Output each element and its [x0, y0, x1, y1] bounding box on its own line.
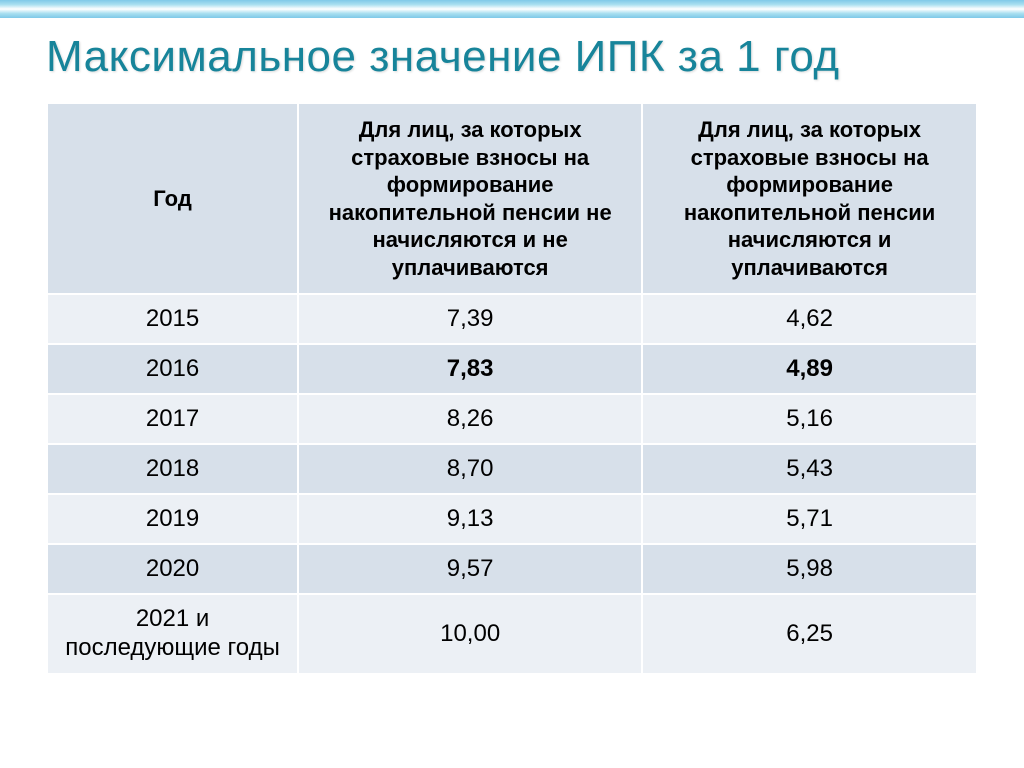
cell-no-contrib: 8,70	[298, 444, 642, 494]
table-row: 20157,394,62	[47, 294, 977, 344]
cell-no-contrib: 9,57	[298, 544, 642, 594]
table-row: 2021 и последующие годы10,006,25	[47, 594, 977, 674]
table-header-row: Год Для лиц, за которых страховые взносы…	[47, 103, 977, 294]
table-row: 20199,135,71	[47, 494, 977, 544]
cell-year: 2016	[47, 344, 298, 394]
cell-no-contrib: 8,26	[298, 394, 642, 444]
cell-with-contrib: 5,71	[642, 494, 977, 544]
cell-year: 2017	[47, 394, 298, 444]
cell-no-contrib: 7,39	[298, 294, 642, 344]
cell-with-contrib: 4,89	[642, 344, 977, 394]
cell-with-contrib: 5,98	[642, 544, 977, 594]
table-row: 20167,834,89	[47, 344, 977, 394]
ipk-table-container: Год Для лиц, за которых страховые взносы…	[46, 102, 978, 675]
cell-with-contrib: 6,25	[642, 594, 977, 674]
table-row: 20188,705,43	[47, 444, 977, 494]
cell-no-contrib: 10,00	[298, 594, 642, 674]
cell-year: 2015	[47, 294, 298, 344]
table-row: 20178,265,16	[47, 394, 977, 444]
cell-with-contrib: 5,16	[642, 394, 977, 444]
cell-year: 2021 и последующие годы	[47, 594, 298, 674]
table-row: 20209,575,98	[47, 544, 977, 594]
col-header-year: Год	[47, 103, 298, 294]
cell-year: 2019	[47, 494, 298, 544]
ipk-table: Год Для лиц, за которых страховые взносы…	[46, 102, 978, 675]
page-title: Максимальное значение ИПК за 1 год	[46, 32, 840, 82]
cell-year: 2020	[47, 544, 298, 594]
cell-with-contrib: 5,43	[642, 444, 977, 494]
decorative-top-border	[0, 0, 1024, 18]
col-header-no-contrib: Для лиц, за которых страховые взносы на …	[298, 103, 642, 294]
cell-with-contrib: 4,62	[642, 294, 977, 344]
cell-no-contrib: 7,83	[298, 344, 642, 394]
col-header-with-contrib: Для лиц, за которых страховые взносы на …	[642, 103, 977, 294]
cell-year: 2018	[47, 444, 298, 494]
cell-no-contrib: 9,13	[298, 494, 642, 544]
